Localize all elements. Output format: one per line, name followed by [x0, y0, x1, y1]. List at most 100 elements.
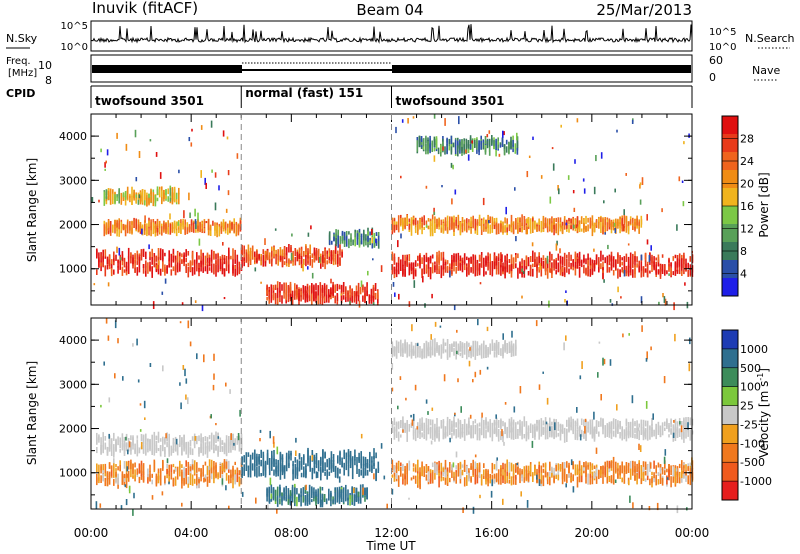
data-cell — [423, 345, 425, 353]
data-cell — [678, 253, 681, 261]
data-cell — [125, 261, 128, 272]
data-cell — [162, 439, 164, 450]
data-cell — [164, 252, 166, 257]
data-cell — [249, 454, 252, 463]
data-cell — [399, 376, 402, 380]
data-cell — [404, 218, 406, 226]
data-cell — [549, 224, 551, 230]
data-cell — [545, 421, 548, 425]
data-cell — [215, 462, 217, 468]
data-cell — [302, 496, 305, 503]
data-cell — [510, 349, 513, 353]
data-cell — [347, 290, 349, 300]
data-cell — [268, 295, 270, 304]
data-cell — [258, 456, 260, 464]
data-cell — [470, 434, 472, 438]
data-cell — [166, 468, 168, 474]
data-cell — [342, 487, 345, 493]
data-cell — [311, 294, 313, 306]
data-cell — [183, 478, 185, 486]
data-cell — [421, 257, 423, 264]
data-cell — [606, 460, 609, 470]
data-cell — [198, 268, 200, 273]
data-cell — [249, 471, 252, 478]
data-cell — [132, 508, 134, 516]
data-cell — [646, 214, 648, 221]
data-cell — [326, 469, 328, 480]
data-cell — [565, 335, 567, 341]
data-cell — [168, 470, 170, 476]
data-cell — [213, 353, 215, 361]
data-cell — [674, 426, 677, 435]
data-cell — [661, 425, 664, 436]
data-cell — [431, 419, 434, 430]
data-cell — [170, 269, 173, 276]
data-cell — [179, 263, 181, 272]
data-cell — [607, 244, 609, 250]
data-cell — [421, 268, 423, 276]
data-cell — [217, 259, 219, 265]
data-cell — [617, 468, 619, 479]
data-cell — [107, 335, 110, 341]
data-cell — [303, 471, 305, 477]
data-cell — [457, 378, 459, 383]
data-cell — [374, 283, 377, 291]
data-cell — [653, 460, 655, 469]
data-cell — [644, 431, 647, 437]
data-cell — [670, 428, 672, 435]
data-cell — [135, 198, 137, 204]
data-cell — [128, 441, 131, 448]
data-cell — [544, 472, 547, 478]
data-cell — [578, 256, 581, 260]
data-cell — [420, 142, 423, 146]
data-cell — [323, 494, 326, 502]
data-cell — [555, 270, 557, 275]
data-cell — [317, 285, 319, 297]
data-cell — [317, 490, 319, 498]
data-cell — [247, 254, 250, 263]
data-cell — [546, 268, 549, 279]
data-cell — [471, 145, 474, 152]
data-cell — [369, 240, 371, 244]
noise-line — [90, 24, 693, 44]
data-cell — [340, 295, 343, 301]
data-cell — [593, 431, 596, 439]
data-cell — [434, 265, 436, 273]
colorbar-swatch — [722, 206, 738, 225]
data-cell — [302, 264, 304, 272]
data-cell — [448, 146, 451, 151]
data-cell — [111, 259, 113, 265]
data-cell — [311, 259, 314, 268]
noise-left-tick-top: 10^5 — [61, 21, 88, 32]
data-cell — [127, 449, 129, 455]
data-cell — [615, 260, 617, 270]
data-cell — [251, 452, 254, 460]
data-cell — [538, 429, 540, 440]
noise-right-tick-top: 10^5 — [709, 27, 736, 38]
data-cell — [417, 422, 419, 427]
data-cell — [568, 268, 570, 275]
data-cell — [174, 468, 177, 472]
data-cell — [117, 473, 119, 485]
data-cell — [120, 192, 123, 205]
data-cell — [165, 223, 167, 234]
data-cell — [441, 185, 443, 188]
data-cell — [549, 218, 551, 229]
data-cell — [157, 431, 160, 443]
data-cell — [433, 140, 436, 147]
data-cell — [270, 484, 273, 494]
data-cell — [638, 430, 640, 441]
data-cell — [474, 461, 477, 468]
data-cell — [593, 426, 596, 435]
data-cell — [234, 442, 236, 451]
data-cell — [279, 255, 282, 261]
data-cell — [264, 460, 267, 471]
data-cell — [371, 228, 373, 236]
data-cell — [610, 222, 613, 230]
data-cell — [510, 476, 513, 486]
data-cell — [176, 472, 179, 480]
data-cell — [466, 267, 468, 277]
data-cell — [215, 444, 217, 451]
data-cell — [336, 490, 339, 502]
data-cell — [116, 223, 118, 228]
